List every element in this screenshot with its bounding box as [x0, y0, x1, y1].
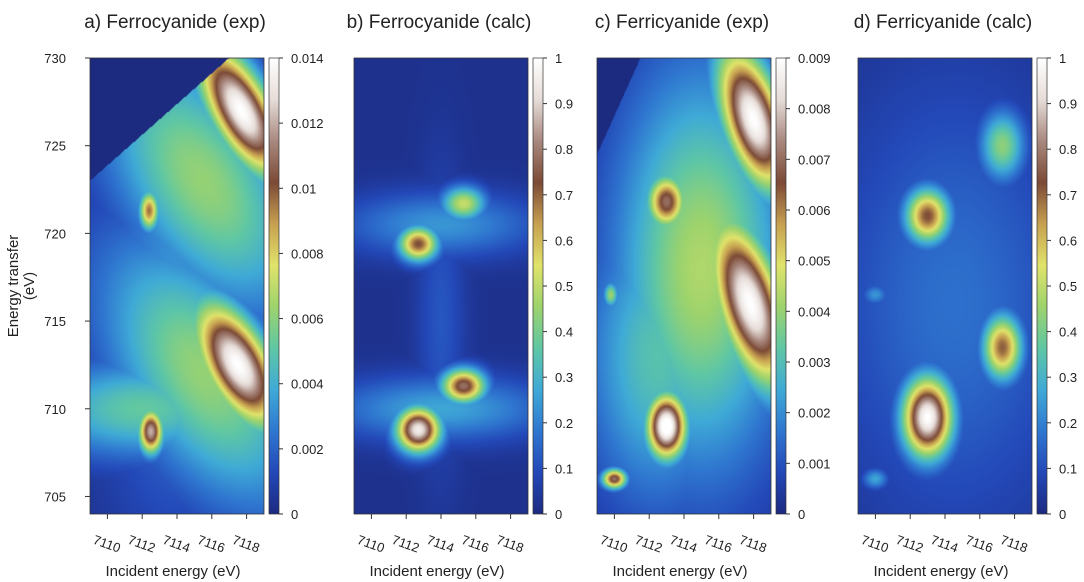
colorbar-tick-label: 0.9 — [1059, 97, 1077, 112]
colorbar-tick-label: 0.007 — [798, 152, 831, 167]
colorbar-tick-label: 0.7 — [1059, 188, 1077, 203]
colorbar-tick-label: 0.008 — [798, 102, 831, 117]
colorbar-tick-label: 0.012 — [291, 116, 324, 131]
panel-title: c) Ferricyanide (exp) — [595, 12, 769, 33]
colorbar-tick-label: 0.3 — [1059, 370, 1077, 385]
colorbar-tick-label: 0.6 — [1059, 233, 1077, 248]
colorbar-tick-label: 0.1 — [1059, 461, 1077, 476]
colorbar-tick-label: 0.008 — [291, 246, 324, 261]
x-tick-label: 7110 — [355, 532, 386, 556]
x-tick-label: 7112 — [390, 532, 421, 556]
colorbar-tick-label: 0 — [291, 507, 298, 522]
x-tick-label: 7118 — [737, 532, 768, 556]
colorbar-tick-label: 1 — [555, 51, 562, 66]
colorbar-tick-label: 0.01 — [291, 181, 316, 196]
x-tick-label: 7110 — [859, 532, 890, 556]
colorbar-tick-label: 0.1 — [555, 461, 573, 476]
colorbar — [1036, 57, 1048, 515]
colorbar-tick-label: 0.001 — [798, 456, 831, 471]
colorbar-tick-label: 0.9 — [555, 97, 573, 112]
heatmap-image — [354, 58, 528, 514]
x-tick-label: 7116 — [964, 532, 995, 556]
x-axis-label: Incident energy (eV) — [369, 563, 504, 580]
colorbar-tick-label: 0.2 — [1059, 416, 1077, 431]
colorbar-tick-label: 0.2 — [555, 416, 573, 431]
panel-b: b) Ferrocyanide (calc) 7110 7112 7114 7116 71… — [347, 12, 573, 580]
colorbar-tick-label: 0.3 — [555, 370, 573, 385]
y-axis-label-line: (eV) — [21, 272, 38, 300]
x-tick-label: 7114 — [161, 532, 192, 556]
y-axis-label-line: Energy transfer — [5, 235, 22, 338]
y-tick-label: 725 — [44, 139, 66, 154]
colorbar-tick-label: 0.6 — [555, 233, 573, 248]
colorbar-tick-label: 0.4 — [1059, 325, 1077, 340]
x-tick-label: 7118 — [998, 532, 1029, 556]
x-tick-label: 7118 — [494, 532, 525, 556]
panel-a: a) Ferrocyanide (exp) 705 710 715 720 725 730 7… — [44, 12, 323, 580]
colorbar-tick-label: 0 — [798, 507, 805, 522]
x-tick-label: 7114 — [425, 532, 456, 556]
x-tick-label: 7112 — [126, 532, 157, 556]
x-axis-label: Incident energy (eV) — [612, 563, 747, 580]
panel-title: a) Ferrocyanide (exp) — [84, 12, 266, 33]
colorbar-tick-label: 1 — [1059, 51, 1066, 66]
x-tick-label: 7114 — [929, 532, 960, 556]
colorbar-tick-label: 0.003 — [798, 355, 831, 370]
y-tick-label: 730 — [44, 51, 66, 66]
heatmap-image — [858, 58, 1032, 514]
heatmap-image — [597, 58, 771, 514]
colorbar-tick-label: 0.7 — [555, 188, 573, 203]
x-tick-label: 7112 — [633, 532, 664, 556]
colorbar-tick-label: 0.8 — [1059, 142, 1077, 157]
panel-title: d) Ferricyanide (calc) — [854, 12, 1032, 33]
x-tick-label: 7116 — [460, 532, 491, 556]
x-tick-label: 7116 — [196, 532, 227, 556]
colorbar-tick-label: 0.004 — [798, 304, 831, 319]
y-tick-label: 710 — [44, 402, 66, 417]
x-axis-label: Incident energy (eV) — [873, 563, 1008, 580]
x-tick-label: 7118 — [230, 532, 261, 556]
x-tick-label: 7110 — [598, 532, 629, 556]
y-axis-label: Energy transfer(eV) — [5, 235, 38, 338]
colorbar-tick-label: 0.005 — [798, 254, 831, 269]
colorbar-tick-label: 0 — [1059, 507, 1066, 522]
colorbar-tick-label: 0 — [555, 507, 562, 522]
colorbar-tick-label: 0.014 — [291, 51, 324, 66]
x-tick-label: 7116 — [703, 532, 734, 556]
heatmap-image — [90, 58, 264, 514]
y-tick-label: 720 — [44, 226, 66, 241]
colorbar — [268, 57, 280, 515]
colorbar-tick-label: 0.006 — [798, 203, 831, 218]
colorbar-tick-label: 0.002 — [798, 406, 831, 421]
colorbar-tick-label: 0.002 — [291, 442, 324, 457]
panel-d: d) Ferricyanide (calc) 7110 7112 7114 7116 71… — [854, 12, 1077, 580]
colorbar — [532, 57, 544, 515]
y-tick-label: 705 — [44, 489, 66, 504]
y-tick-label: 715 — [44, 314, 66, 329]
colorbar-tick-label: 0.8 — [555, 142, 573, 157]
x-tick-label: 7110 — [91, 532, 122, 556]
colorbar-tick-label: 0.006 — [291, 312, 324, 327]
colorbar-tick-label: 0.4 — [555, 325, 573, 340]
colorbar-tick-label: 0.004 — [291, 377, 324, 392]
colorbar-tick-label: 0.5 — [555, 279, 573, 294]
colorbar-tick-label: 0.009 — [798, 51, 831, 66]
x-axis-label: Incident energy (eV) — [105, 563, 240, 580]
x-tick-label: 7112 — [894, 532, 925, 556]
colorbar — [775, 57, 787, 515]
x-tick-label: 7114 — [668, 532, 699, 556]
panel-title: b) Ferrocyanide (calc) — [347, 12, 532, 33]
panel-c: c) Ferricyanide (exp) 7110 7112 7114 7116 711… — [595, 12, 831, 580]
colorbar-tick-label: 0.5 — [1059, 279, 1077, 294]
